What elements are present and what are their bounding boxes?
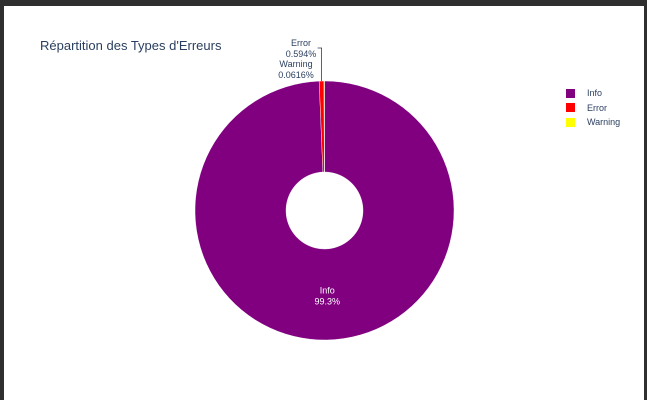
- slice-label-warning-name: Warning: [279, 59, 312, 69]
- slice-info[interactable]: [194, 80, 455, 341]
- slice-warning[interactable]: [323, 80, 325, 173]
- leader-line-error: [317, 47, 322, 82]
- chart-title: Répartition des Types d'Erreurs: [40, 38, 222, 53]
- legend-item-error[interactable]: Error: [566, 101, 620, 116]
- slice-label-info-value: 99.3%: [314, 296, 340, 306]
- slice-label-error-value: 0.594%: [286, 49, 317, 59]
- legend-item-info[interactable]: Info: [566, 86, 620, 101]
- legend-label-warning: Warning: [587, 117, 621, 128]
- legend-swatch-error: [566, 103, 575, 113]
- legend-label-info: Info: [587, 88, 603, 99]
- slice-label-error-name: Error: [291, 38, 311, 48]
- legend-swatch-info: [566, 88, 575, 98]
- slice-label-info-name: Info: [320, 285, 335, 295]
- legend-item-warning[interactable]: Warning: [566, 115, 620, 130]
- legend-swatch-warning: [566, 117, 575, 127]
- legend-label-error: Error: [587, 102, 607, 113]
- chart-legend: Info Error Warning: [566, 86, 620, 130]
- slice-label-warning-value: 0.0616%: [278, 70, 314, 80]
